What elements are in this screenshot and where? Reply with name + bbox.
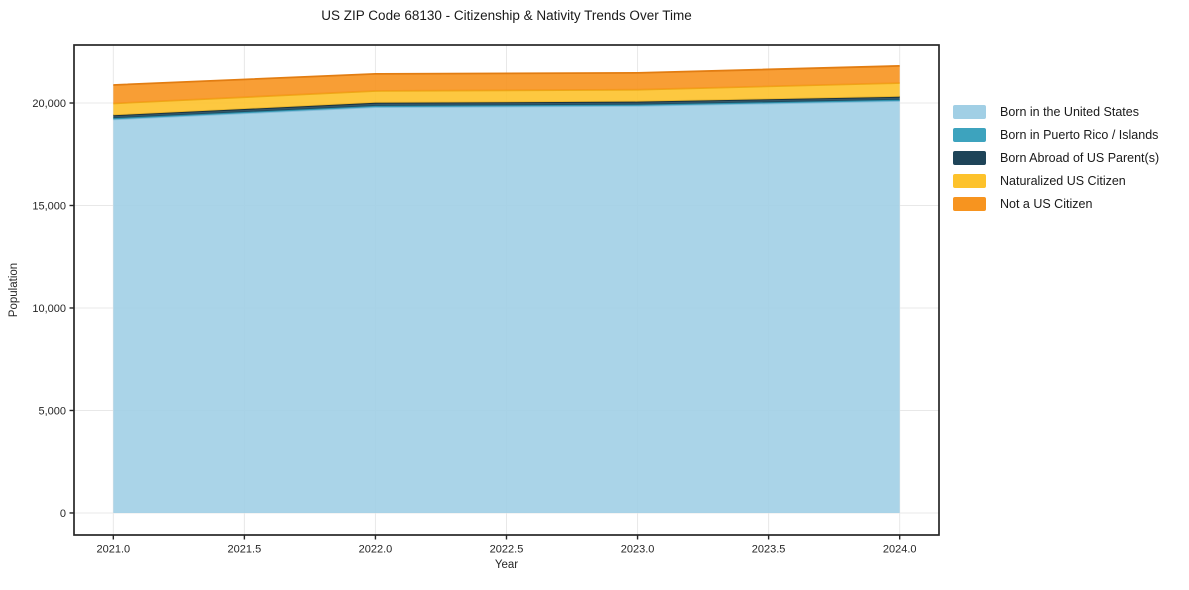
legend-swatch-icon xyxy=(953,173,986,188)
x-tick-label: 2024.0 xyxy=(883,544,917,556)
x-tick-label: 2022.5 xyxy=(490,544,524,556)
y-tick-label: 15,000 xyxy=(32,200,66,212)
y-tick-label: 5,000 xyxy=(38,405,66,417)
area-series-0 xyxy=(113,100,900,513)
legend-item: Born in Puerto Rico / Islands xyxy=(953,123,1159,146)
legend-item-label: Born in Puerto Rico / Islands xyxy=(1000,127,1159,142)
legend: Born in the United States Born in Puerto… xyxy=(953,100,1159,215)
y-tick-label: 20,000 xyxy=(32,98,66,110)
x-tick-label: 2023.5 xyxy=(752,544,786,556)
y-tick-label: 10,000 xyxy=(32,303,66,315)
legend-item: Naturalized US Citizen xyxy=(953,169,1159,192)
area-topline-series-4 xyxy=(113,65,900,86)
legend-item: Born in the United States xyxy=(953,100,1159,123)
area-series-2 xyxy=(113,96,900,119)
legend-item: Born Abroad of US Parent(s) xyxy=(953,146,1159,169)
x-tick-label: 2023.0 xyxy=(621,544,655,556)
legend-swatch-icon xyxy=(953,150,986,165)
legend-item-label: Not a US Citizen xyxy=(1000,196,1093,211)
x-tick-label: 2022.0 xyxy=(359,544,393,556)
legend-swatch-icon xyxy=(953,104,986,119)
legend-swatch-icon xyxy=(953,196,986,211)
legend-swatch-icon xyxy=(953,127,986,142)
x-tick-label: 2021.0 xyxy=(96,544,130,556)
legend-item: Not a US Citizen xyxy=(953,192,1159,215)
legend-item-label: Born Abroad of US Parent(s) xyxy=(1000,150,1160,165)
legend-item-label: Born in the United States xyxy=(1000,104,1139,119)
x-axis-label: Year xyxy=(494,559,519,571)
chart-title: US ZIP Code 68130 - Citizenship & Nativi… xyxy=(321,8,692,23)
x-tick-label: 2021.5 xyxy=(228,544,262,556)
area-series-4 xyxy=(113,65,900,104)
legend-item-label: Naturalized US Citizen xyxy=(1000,173,1126,188)
area-series-3 xyxy=(113,83,900,116)
y-tick-label: 0 xyxy=(60,508,66,520)
